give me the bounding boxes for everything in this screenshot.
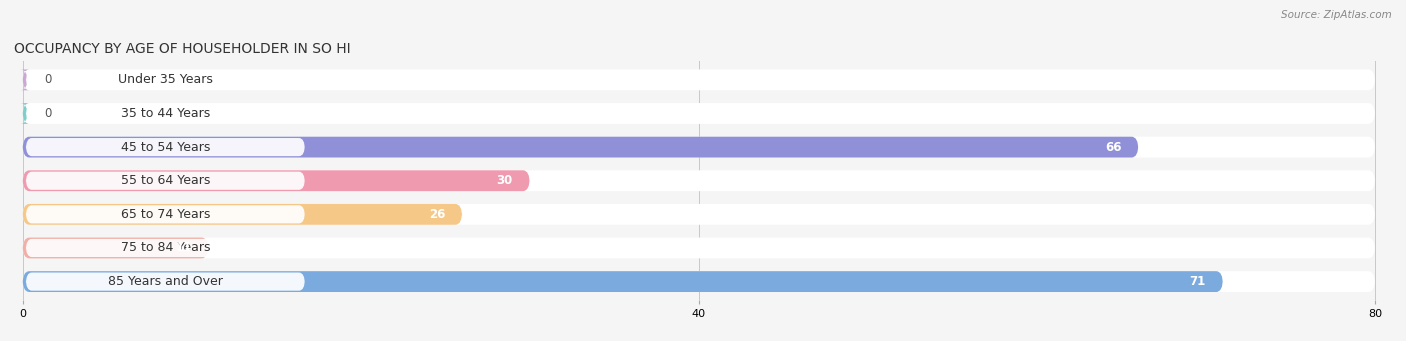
Text: 66: 66 bbox=[1105, 140, 1122, 153]
FancyBboxPatch shape bbox=[25, 205, 305, 223]
FancyBboxPatch shape bbox=[25, 272, 305, 291]
Text: 45 to 54 Years: 45 to 54 Years bbox=[121, 140, 209, 153]
Text: 26: 26 bbox=[429, 208, 446, 221]
Text: Source: ZipAtlas.com: Source: ZipAtlas.com bbox=[1281, 10, 1392, 20]
Text: OCCUPANCY BY AGE OF HOUSEHOLDER IN SO HI: OCCUPANCY BY AGE OF HOUSEHOLDER IN SO HI bbox=[14, 42, 350, 56]
FancyBboxPatch shape bbox=[22, 204, 1375, 225]
FancyBboxPatch shape bbox=[25, 138, 305, 156]
Text: 0: 0 bbox=[45, 107, 52, 120]
FancyBboxPatch shape bbox=[22, 137, 1375, 158]
FancyBboxPatch shape bbox=[22, 238, 208, 258]
Text: 35 to 44 Years: 35 to 44 Years bbox=[121, 107, 209, 120]
FancyBboxPatch shape bbox=[25, 172, 305, 190]
Text: 75 to 84 Years: 75 to 84 Years bbox=[121, 241, 209, 254]
FancyBboxPatch shape bbox=[25, 239, 305, 257]
Text: 0: 0 bbox=[45, 73, 52, 86]
FancyBboxPatch shape bbox=[22, 170, 1375, 191]
Text: 65 to 74 Years: 65 to 74 Years bbox=[121, 208, 209, 221]
Text: 11: 11 bbox=[176, 241, 191, 254]
FancyBboxPatch shape bbox=[21, 103, 30, 124]
Text: 30: 30 bbox=[496, 174, 513, 187]
FancyBboxPatch shape bbox=[22, 137, 1139, 158]
FancyBboxPatch shape bbox=[25, 71, 305, 89]
FancyBboxPatch shape bbox=[21, 70, 30, 90]
Text: 71: 71 bbox=[1189, 275, 1206, 288]
FancyBboxPatch shape bbox=[22, 271, 1223, 292]
FancyBboxPatch shape bbox=[22, 204, 463, 225]
FancyBboxPatch shape bbox=[22, 170, 530, 191]
FancyBboxPatch shape bbox=[22, 238, 1375, 258]
FancyBboxPatch shape bbox=[22, 271, 1375, 292]
Text: 85 Years and Over: 85 Years and Over bbox=[108, 275, 222, 288]
FancyBboxPatch shape bbox=[25, 104, 305, 122]
FancyBboxPatch shape bbox=[22, 70, 1375, 90]
Text: Under 35 Years: Under 35 Years bbox=[118, 73, 212, 86]
FancyBboxPatch shape bbox=[22, 103, 1375, 124]
Text: 55 to 64 Years: 55 to 64 Years bbox=[121, 174, 209, 187]
